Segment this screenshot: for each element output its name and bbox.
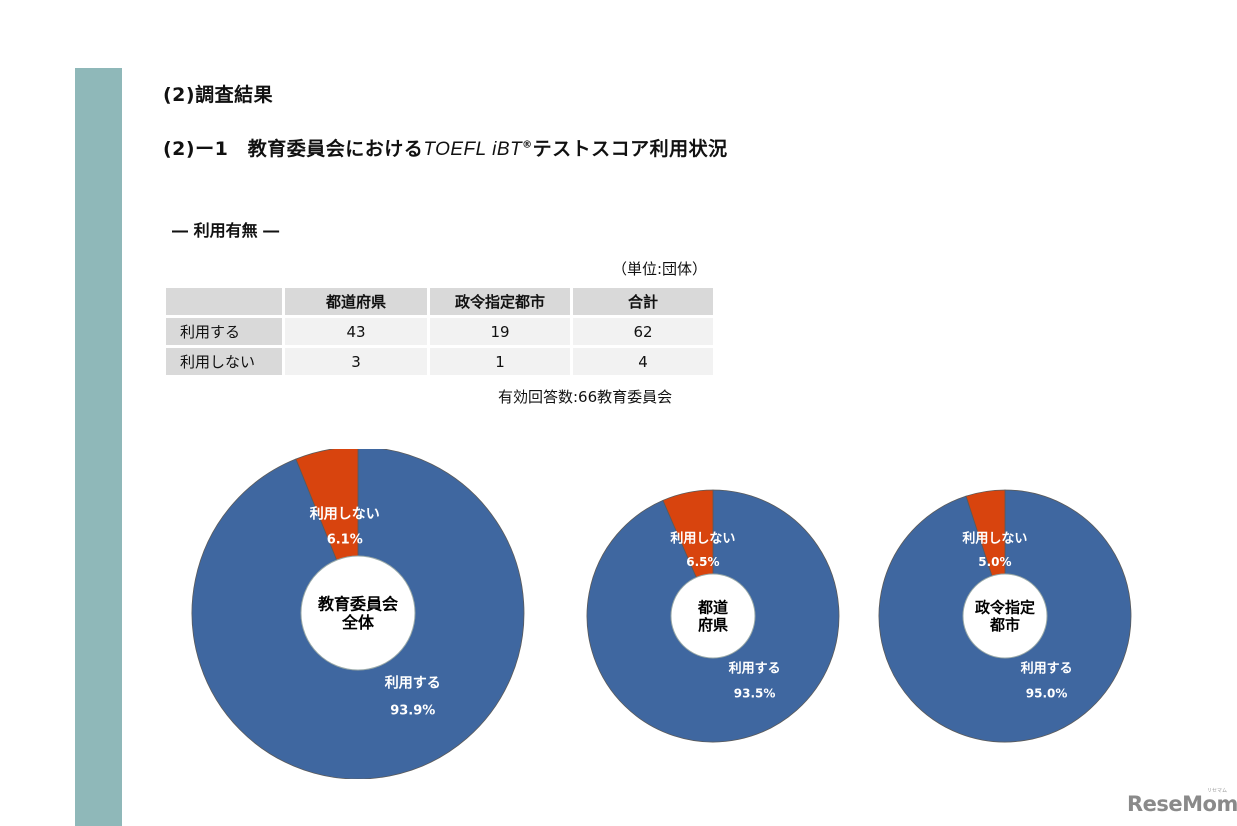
svg-text:利用しない: 利用しない: [670, 531, 735, 547]
svg-text:利用しない: 利用しない: [962, 531, 1027, 547]
row-label: 利用する: [166, 318, 282, 345]
resemom-logo-sub: リセマム: [1207, 788, 1228, 794]
subsection-brand: TOEFL iBT: [423, 139, 523, 160]
table-row: 利用しない 3 1 4: [166, 348, 713, 375]
svg-text:6.5%: 6.5%: [686, 555, 719, 569]
table-cell: 1: [430, 348, 570, 375]
table-header-empty: [166, 288, 282, 315]
table-cell: 3: [285, 348, 427, 375]
chart-heading: ― 利用有無 ―: [172, 221, 280, 240]
decorative-side-bar: [75, 68, 122, 826]
donut-chart-designated-cities: 利用しない 5.0% 利用する 95.0% 政令指定都市: [878, 489, 1132, 743]
svg-text:府県: 府県: [698, 616, 728, 634]
svg-text:93.5%: 93.5%: [734, 686, 776, 700]
table-cell: 4: [573, 348, 713, 375]
svg-text:利用しない: 利用しない: [310, 505, 380, 522]
svg-text:都市: 都市: [989, 616, 1020, 634]
svg-text:5.0%: 5.0%: [978, 555, 1011, 569]
table-cell: 62: [573, 318, 713, 345]
donut-chart-prefectures: 利用しない 6.5% 利用する 93.5% 都道府県: [586, 489, 840, 743]
subsection-suffix: テストスコア利用状況: [532, 138, 728, 160]
table-header: 合計: [573, 288, 713, 315]
svg-text:政令指定: 政令指定: [975, 599, 1035, 617]
subsection-title: (2)ー1 教育委員会におけるTOEFL iBT®テストスコア利用状況: [163, 134, 728, 161]
section-title: (2)調査結果: [163, 84, 274, 106]
table-cell: 43: [285, 318, 427, 345]
svg-text:教育委員会: 教育委員会: [318, 594, 398, 613]
svg-text:利用する: 利用する: [729, 661, 781, 677]
registered-mark: ®: [522, 139, 533, 151]
svg-text:都道: 都道: [697, 599, 728, 617]
table-header: 都道府県: [285, 288, 427, 315]
svg-text:利用する: 利用する: [1021, 661, 1073, 677]
svg-text:93.9%: 93.9%: [390, 703, 435, 718]
table-cell: 19: [430, 318, 570, 345]
subsection-prefix: (2)ー1 教育委員会における: [163, 138, 424, 160]
unit-note: （単位:団体）: [612, 260, 708, 278]
table-header: 政令指定都市: [430, 288, 570, 315]
svg-text:全体: 全体: [341, 613, 375, 632]
svg-text:6.1%: 6.1%: [327, 532, 363, 547]
response-count-note: 有効回答数:66教育委員会: [498, 388, 673, 406]
table-row: 利用する 43 19 62: [166, 318, 713, 345]
row-label: 利用しない: [166, 348, 282, 375]
svg-text:95.0%: 95.0%: [1026, 686, 1068, 700]
svg-text:利用する: 利用する: [385, 675, 441, 692]
table-header-row: 都道府県 政令指定都市 合計: [166, 288, 713, 315]
usage-table: 都道府県 政令指定都市 合計 利用する 43 19 62 利用しない 3 1 4: [163, 285, 716, 378]
resemom-logo: ReseMom: [1127, 792, 1237, 816]
